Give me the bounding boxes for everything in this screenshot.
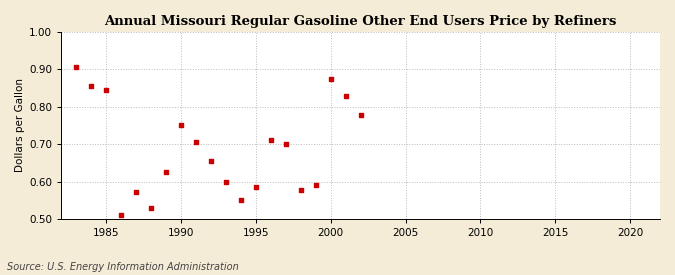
Point: [250, 185, 261, 189]
Point: [101, 88, 111, 92]
Y-axis label: Dollars per Gallon: Dollars per Gallon: [15, 78, 25, 172]
Point: [190, 140, 201, 144]
Point: [146, 205, 157, 210]
Point: [340, 93, 351, 98]
Point: [176, 123, 186, 128]
Point: [131, 190, 142, 194]
Point: [236, 198, 246, 202]
Point: [325, 76, 336, 81]
Title: Annual Missouri Regular Gasoline Other End Users Price by Refiners: Annual Missouri Regular Gasoline Other E…: [105, 15, 617, 28]
Point: [355, 113, 366, 117]
Point: [280, 142, 291, 146]
Point: [265, 138, 276, 142]
Point: [296, 188, 306, 192]
Point: [71, 65, 82, 69]
Point: [86, 84, 97, 88]
Point: [115, 213, 126, 218]
Point: [161, 170, 171, 174]
Point: [221, 179, 232, 184]
Point: [310, 183, 321, 188]
Text: Source: U.S. Energy Information Administration: Source: U.S. Energy Information Administ…: [7, 262, 238, 272]
Point: [205, 159, 216, 163]
